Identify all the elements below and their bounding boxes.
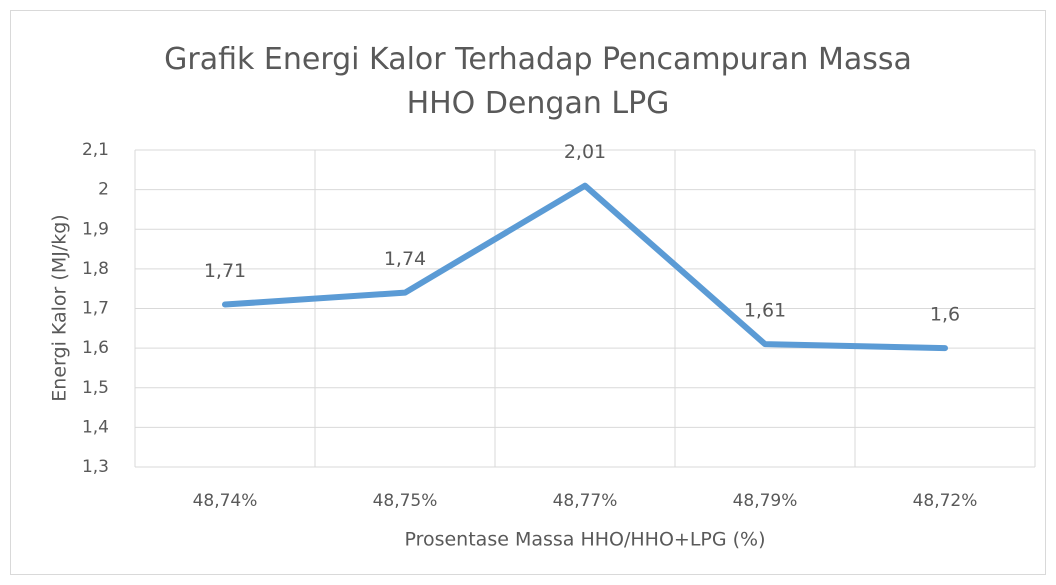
y-tick-label: 1,7 <box>82 299 109 319</box>
y-tick-label: 1,4 <box>82 417 109 437</box>
chart-title: Grafik Energi Kalor Terhadap Pencampuran… <box>164 42 912 121</box>
y-tick-label: 1,6 <box>82 338 109 358</box>
y-tick-label: 1,3 <box>82 457 109 477</box>
y-tick-label: 2 <box>98 180 109 200</box>
x-tick-label: 48,79% <box>733 491 798 511</box>
y-tick-label: 1,8 <box>82 259 109 279</box>
chart-border <box>10 10 1046 575</box>
data-line <box>222 182 948 352</box>
y-tick-label: 1,5 <box>82 378 109 398</box>
data-label: 2,01 <box>564 141 606 163</box>
y-axis-title: Energi Kalor (MJ/kg) <box>49 214 71 401</box>
x-axis-title: Prosentase Massa HHO/HHO+LPG (%) <box>404 529 765 551</box>
data-label: 1,61 <box>744 300 786 322</box>
y-tick-label: 1,9 <box>82 219 109 239</box>
x-tick-label: 48,77% <box>553 491 618 511</box>
y-tick-label: 2,1 <box>82 140 109 160</box>
data-label: 1,74 <box>384 248 426 270</box>
data-label: 1,71 <box>204 260 246 282</box>
x-tick-label: 48,72% <box>913 491 978 511</box>
x-tick-label: 48,74% <box>193 491 258 511</box>
data-label: 1,6 <box>930 304 960 326</box>
x-tick-label: 48,75% <box>373 491 438 511</box>
